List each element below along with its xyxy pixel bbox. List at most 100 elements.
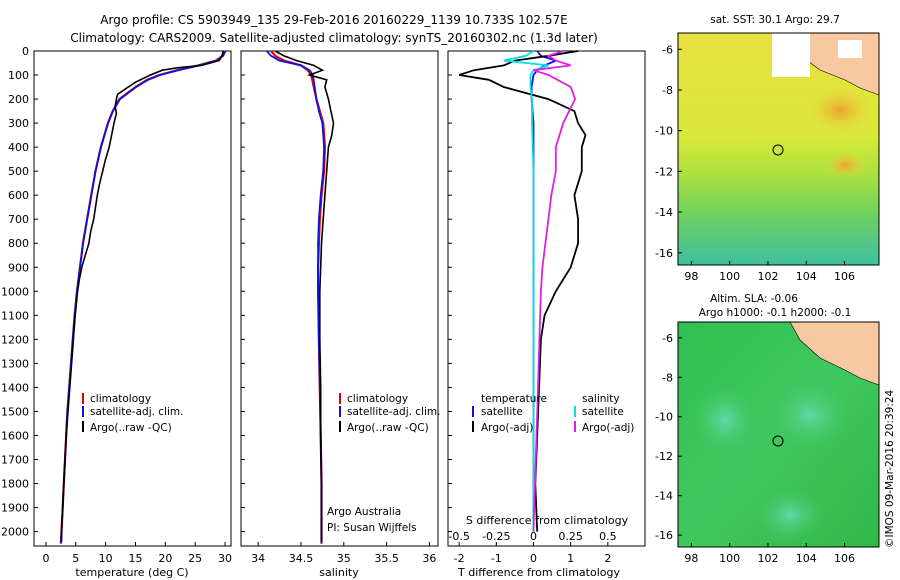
series-line-climatology <box>270 50 327 544</box>
argo-australia-note: Argo Australia <box>327 506 401 518</box>
depth-tick-label: 300 <box>8 117 29 130</box>
sst-lon-axis: 98 100 102 104 106 <box>684 261 855 283</box>
lat-tick-label: -8 <box>662 371 673 384</box>
depth-tick-label: 1700 <box>1 453 29 466</box>
legend-label-s-satellite: satellite <box>582 406 624 418</box>
depth-tick-label: 1900 <box>1 502 29 515</box>
x-tick-label: 34 <box>251 552 265 565</box>
legend-label-climatology: climatology <box>90 393 151 405</box>
temperature-series <box>59 50 227 544</box>
difference-xlabel: T difference from climatology <box>457 566 620 579</box>
depth-axis: 0 100 200 300 400 500 600 700 800 900 1000 1100 1200… <box>1 45 452 539</box>
depth-tick-label: 200 <box>8 93 29 106</box>
legend-title-salinity: salinity <box>582 393 620 405</box>
salinity-x-axis: 34 34.5 35 35.5 36 <box>251 542 436 565</box>
x-tick-label: -1 <box>491 552 502 565</box>
figure-title-line1: Argo profile: CS 5903949_135 29-Feb-2016… <box>100 13 567 27</box>
lat-tick-label: -16 <box>655 247 673 260</box>
figure-title-line2: Climatology: CARS2009. Satellite-adjuste… <box>70 31 598 45</box>
lat-tick-label: -12 <box>655 165 673 178</box>
series-line-salinity-argo-adj- <box>532 50 577 532</box>
x-tick-label: 2 <box>604 552 611 565</box>
lat-tick-label: -12 <box>655 450 673 463</box>
depth-tick-label: 2000 <box>1 526 29 539</box>
lat-tick-label: -14 <box>655 206 673 219</box>
sst-lat-axis: -6 -8 -10 -12 -14 -16 <box>655 43 682 260</box>
x-tick-label: 30 <box>218 552 232 565</box>
sla-map-title2: Argo h1000: -0.1 h2000: -0.1 <box>699 307 852 319</box>
x-tick-label: 35 <box>337 552 351 565</box>
depth-tick-label: 600 <box>8 189 29 202</box>
x-tick-label: 20 <box>158 552 172 565</box>
sla-lat-axis: -6 -8 -10 -12 -14 -16 <box>655 332 682 542</box>
series-line-climatology <box>59 50 226 544</box>
sst-map <box>677 32 880 266</box>
sla-lon-axis: 98 100 102 104 106 <box>684 543 855 565</box>
depth-tick-label: 1400 <box>1 381 29 394</box>
x-tick-label: 35.5 <box>374 552 399 565</box>
legend-label-satellite: satellite-adj. clim. <box>347 406 440 418</box>
depth-tick-label: 100 <box>8 69 29 82</box>
x-tick-label: 34.5 <box>289 552 314 565</box>
sla-map-frame <box>677 321 880 548</box>
depth-tick-label: 1000 <box>1 285 29 298</box>
salinity-axes <box>240 50 439 547</box>
lat-tick-label: -8 <box>662 84 673 97</box>
x-tick-label: 25 <box>188 552 202 565</box>
lon-tick-label: 98 <box>684 270 698 283</box>
lat-tick-label: -14 <box>655 490 673 503</box>
legend-title-temperature: temperature <box>481 393 547 405</box>
salinity-series <box>266 50 335 544</box>
sla-map-title1: Altim. SLA: -0.06 <box>710 293 798 305</box>
x-tick-label: 1 <box>567 552 574 565</box>
difference-x-axis: -2 -1 0 1 2 <box>454 542 611 565</box>
depth-tick-label: 700 <box>8 213 29 226</box>
depth-tick-label: 1800 <box>1 478 29 491</box>
lon-tick-label: 106 <box>834 552 855 565</box>
legend-label-climatology: climatology <box>347 393 408 405</box>
lon-tick-label: 100 <box>719 552 740 565</box>
depth-tick-label: 0 <box>22 45 29 58</box>
lon-tick-label: 104 <box>796 270 817 283</box>
sla-high-patch <box>690 385 760 455</box>
sla-high-patch <box>755 487 825 543</box>
s-diff-tick-label: -0.25 <box>482 530 510 543</box>
depth-tick-label: 1600 <box>1 429 29 442</box>
s-diff-tick-label: 0 <box>530 530 537 543</box>
float-position-marker <box>772 435 784 447</box>
salinity-xlabel: salinity <box>319 566 359 579</box>
difference-legend: temperature satellite Argo(-adj) salinit… <box>472 393 634 434</box>
lon-tick-label: 102 <box>757 552 778 565</box>
difference-series <box>458 50 587 532</box>
lon-tick-label: 106 <box>834 270 855 283</box>
salinity-legend: climatology satellite-adj. clim. Argo(..… <box>339 393 440 434</box>
x-tick-label: 10 <box>99 552 113 565</box>
x-tick-label: -2 <box>454 552 465 565</box>
legend-label-s-argo: Argo(-adj) <box>582 422 634 434</box>
series-line-satellite-adj-clim- <box>60 50 227 544</box>
series-line-satellite-adj-clim- <box>266 50 326 544</box>
cloud-mask <box>772 33 810 77</box>
temperature-xlabel: temperature (deg C) <box>75 566 188 579</box>
lon-tick-label: 98 <box>684 552 698 565</box>
series-line-salinity-satellite <box>503 50 549 532</box>
depth-tick-label: 1200 <box>1 333 29 346</box>
x-tick-label: 0 <box>530 552 537 565</box>
depth-tick-label: 800 <box>8 237 29 250</box>
depth-tick-label: 400 <box>8 141 29 154</box>
sla-map <box>677 321 880 548</box>
cloud-mask <box>838 40 862 58</box>
legend-label-satellite: satellite-adj. clim. <box>90 406 183 418</box>
sst-warm-patch <box>805 85 875 135</box>
depth-tick-label: 1100 <box>1 309 29 322</box>
imos-timestamp: ©IMOS 09-Mar-2016 20:39:24 <box>884 389 896 548</box>
lon-tick-label: 102 <box>757 270 778 283</box>
series-line-argo-raw-qc- <box>274 50 335 542</box>
difference-axes <box>447 50 646 547</box>
lon-tick-label: 104 <box>796 552 817 565</box>
x-tick-label: 36 <box>422 552 436 565</box>
legend-label-t-satellite: satellite <box>481 406 523 418</box>
salinity-difference-x-axis: -0.5 -0.25 0 0.25 0.5 <box>448 530 616 543</box>
s-diff-tick-label: 0.5 <box>599 530 617 543</box>
